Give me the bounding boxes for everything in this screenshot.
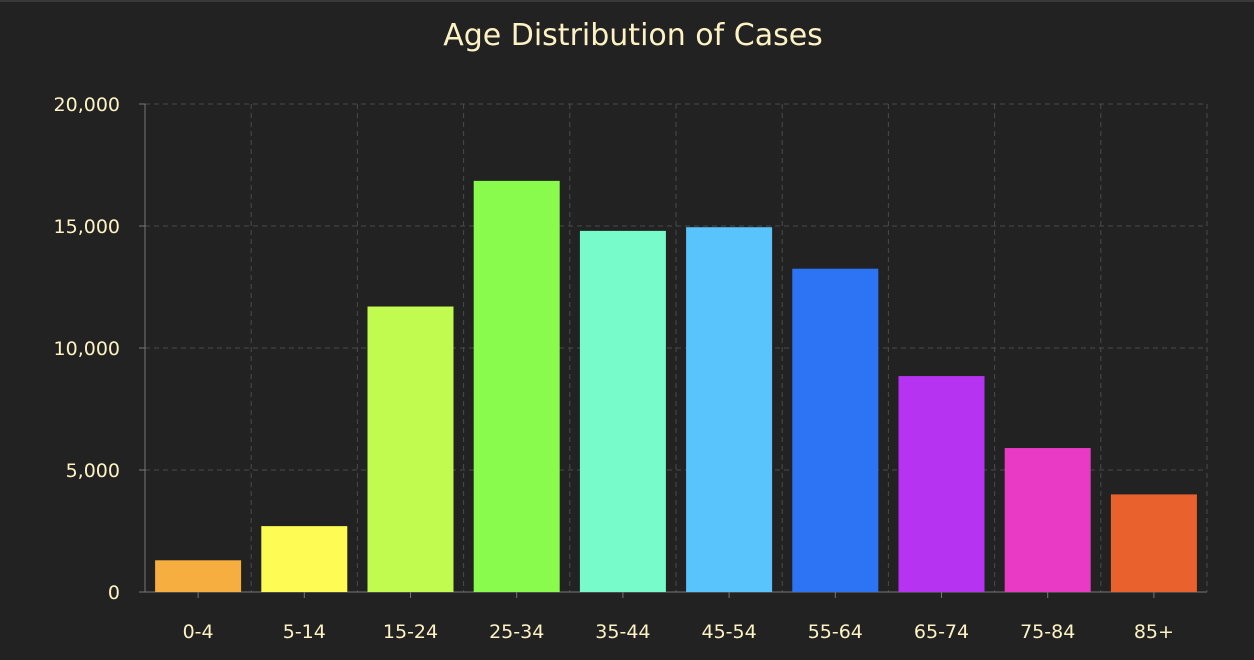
x-tick-label: 45-54 [701,621,756,643]
x-tick-label: 55-64 [808,621,863,643]
bar-75-84[interactable] [1004,448,1091,592]
bar-45-54[interactable] [686,227,773,592]
y-tick-label: 0 [108,582,120,604]
x-tick-label: 75-84 [1020,621,1075,643]
x-tick-label: 5-14 [283,621,326,643]
bar-25-34[interactable] [473,180,560,593]
tick-labels: 0 5,000 10,000 15,000 20,000 0-4 5-14 15-24 25-3… [54,94,1174,643]
x-tick-label: 35-44 [595,621,650,643]
y-tick-label: 10,000 [54,338,120,360]
y-tick-label: 5,000 [66,460,120,482]
bar-15-24[interactable] [367,306,454,592]
chart-title: Age Distribution of Cases [443,18,823,53]
grid [145,103,1208,592]
x-tick-label: 65-74 [914,621,969,643]
x-tick-label: 0-4 [183,621,214,643]
bars [155,180,1197,593]
y-tick-label: 15,000 [54,216,120,238]
x-tick-label: 15-24 [383,621,438,643]
bar-65-74[interactable] [898,376,985,592]
bar-55-64[interactable] [792,268,879,592]
bar-5-14[interactable] [261,526,348,592]
x-tick-label: 85+ [1134,621,1174,643]
x-tick-label: 25-34 [489,621,544,643]
y-tick-label: 20,000 [54,94,120,116]
bar-35-44[interactable] [579,230,666,592]
bar-0-4[interactable] [155,560,242,592]
bar-85+[interactable] [1110,494,1197,592]
